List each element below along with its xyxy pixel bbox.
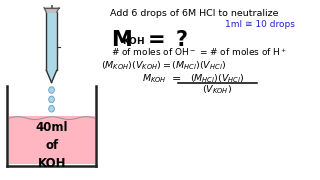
Text: # of moles of OH$^-$ = # of moles of H$^+$: # of moles of OH$^-$ = # of moles of H$^… (110, 46, 287, 58)
Text: Add 6 drops of 6M HCl to neutralize: Add 6 drops of 6M HCl to neutralize (110, 8, 278, 17)
Text: $(M_{KOH})(V_{KOH}) = (M_{HCl})(V_{HCl})$: $(M_{KOH})(V_{KOH}) = (M_{HCl})(V_{HCl})… (101, 59, 227, 72)
Bar (9, 116, 95, 164)
Ellipse shape (49, 87, 54, 93)
Text: $\mathbf{= \ ?}$: $\mathbf{= \ ?}$ (143, 30, 188, 50)
Polygon shape (46, 70, 57, 82)
Text: 1ml ≅ 10 drops: 1ml ≅ 10 drops (225, 20, 295, 29)
Text: $M_{KOH}$: $M_{KOH}$ (142, 72, 167, 85)
Bar (46, 12, 57, 70)
Text: $=$: $=$ (169, 72, 181, 82)
Text: $(M_{HCl})(V_{HCl})$: $(M_{HCl})(V_{HCl})$ (190, 72, 244, 85)
Text: 40ml
of
KOH: 40ml of KOH (36, 121, 68, 170)
Polygon shape (44, 8, 59, 12)
Text: $(V_{KOH})$: $(V_{KOH})$ (202, 84, 232, 96)
Text: $\mathbf{KOH}$: $\mathbf{KOH}$ (122, 35, 145, 46)
Ellipse shape (49, 105, 54, 112)
Ellipse shape (49, 96, 54, 103)
Text: $\mathbf{M}$: $\mathbf{M}$ (110, 30, 132, 50)
